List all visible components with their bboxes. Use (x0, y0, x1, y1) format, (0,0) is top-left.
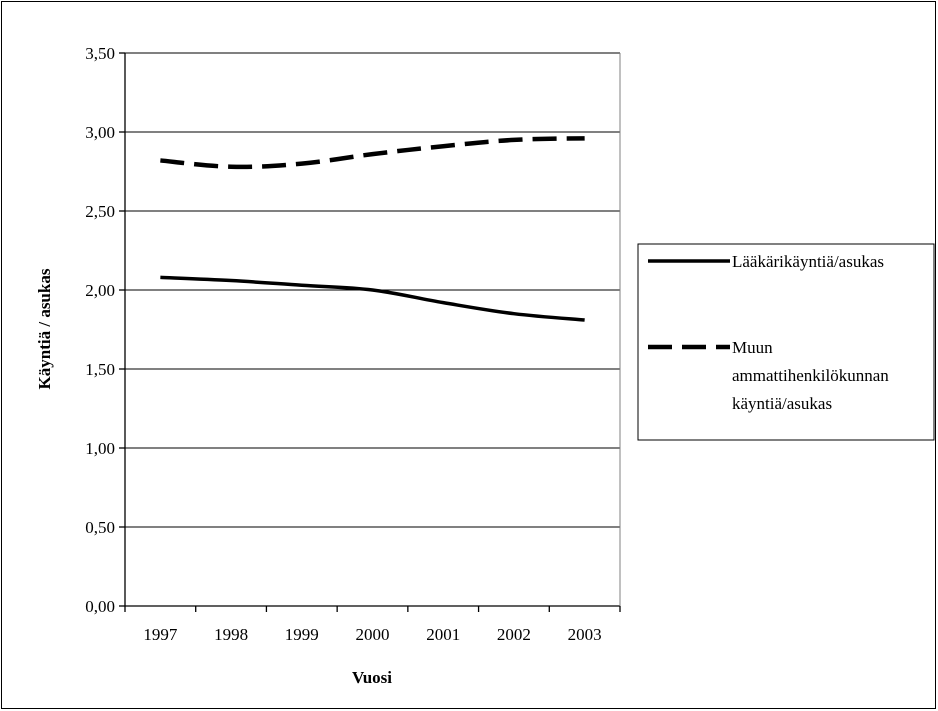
legend-label-1-line-1: ammattihenkilökunnan (732, 366, 889, 385)
y-ticks: 0,00 0,50 1,00 1,50 2,00 2,50 3,00 3,50 (85, 44, 125, 616)
series-line-0 (160, 275, 585, 322)
y-tick-label: 1,00 (85, 439, 115, 458)
series-line-1 (160, 136, 585, 170)
series-lines (160, 136, 585, 322)
y-tick-label: 2,50 (85, 202, 115, 221)
x-tick-label: 2000 (356, 625, 390, 644)
legend: Lääkärikäyntiä/asukas Muun ammattihenkil… (637, 243, 935, 441)
x-ticks: 1997 1998 1999 2000 2001 2002 2003 (124, 606, 621, 644)
x-tick-label: 1998 (214, 625, 248, 644)
y-axis-title: Käyntiä / asukas (35, 268, 54, 389)
x-axis-title: Vuosi (352, 668, 392, 687)
legend-label-1-line-2: käyntiä/asukas (732, 394, 832, 413)
y-tick-label: 3,50 (85, 44, 115, 63)
x-tick-label: 2003 (568, 625, 602, 644)
legend-label-1-line-0: Muun (732, 338, 773, 357)
x-tick-label: 1997 (143, 625, 178, 644)
y-tick-label: 0,00 (85, 597, 115, 616)
y-tick-label: 3,00 (85, 123, 115, 142)
x-tick-label: 1999 (285, 625, 319, 644)
axes (124, 53, 621, 607)
x-tick-label: 2002 (497, 625, 531, 644)
x-tick-label: 2001 (426, 625, 460, 644)
y-tick-label: 2,00 (85, 281, 115, 300)
legend-label-0: Lääkärikäyntiä/asukas (732, 252, 884, 271)
y-tick-label: 1,50 (85, 360, 115, 379)
gridlines (125, 52, 620, 528)
legend-box (637, 243, 935, 441)
y-tick-label: 0,50 (85, 518, 115, 537)
